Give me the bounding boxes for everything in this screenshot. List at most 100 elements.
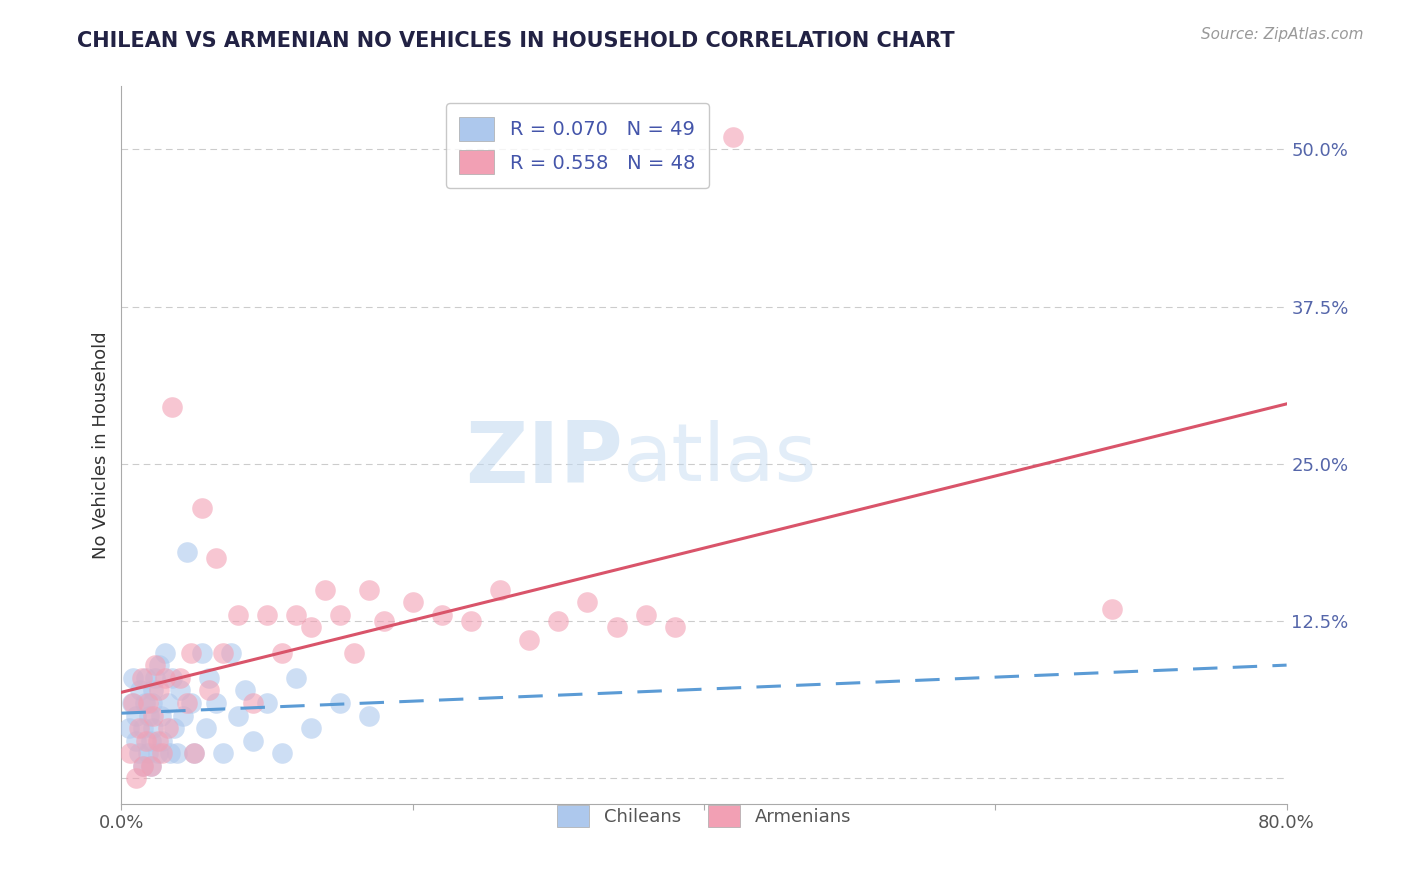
Text: Source: ZipAtlas.com: Source: ZipAtlas.com: [1201, 27, 1364, 42]
Point: [129, 683, 152, 698]
Point: [190, 500, 212, 515]
Point: [190, 646, 212, 660]
Point: [664, 620, 686, 634]
Point: [176, 545, 198, 559]
Point: [183, 747, 205, 761]
Point: [121, 696, 143, 710]
Point: [136, 747, 159, 761]
Point: [205, 551, 228, 566]
Point: [226, 708, 249, 723]
Point: [120, 747, 142, 761]
Point: [157, 721, 180, 735]
Point: [136, 696, 159, 710]
Point: [314, 582, 336, 597]
Point: [125, 772, 148, 786]
Point: [142, 683, 165, 698]
Point: [212, 747, 235, 761]
Point: [157, 696, 180, 710]
Point: [460, 614, 482, 628]
Point: [132, 721, 155, 735]
Point: [517, 633, 540, 648]
Point: [150, 733, 173, 747]
Point: [150, 747, 173, 761]
Point: [162, 671, 184, 685]
Point: [242, 733, 264, 747]
Point: [329, 607, 352, 622]
Point: [205, 696, 228, 710]
Point: [176, 696, 198, 710]
Point: [606, 620, 628, 634]
Point: [180, 646, 202, 660]
Point: [172, 708, 194, 723]
Point: [128, 721, 150, 735]
Point: [721, 129, 744, 144]
Point: [343, 646, 366, 660]
Point: [142, 721, 165, 735]
Point: [153, 646, 176, 660]
Point: [169, 683, 191, 698]
Legend: Chileans, Armenians: Chileans, Armenians: [550, 797, 859, 834]
Point: [285, 671, 308, 685]
Point: [141, 696, 163, 710]
Point: [270, 646, 292, 660]
Point: [139, 759, 162, 773]
Point: [122, 671, 145, 685]
Point: [299, 721, 322, 735]
Point: [299, 620, 322, 634]
Point: [122, 696, 145, 710]
Point: [139, 733, 162, 747]
Point: [547, 614, 569, 628]
Point: [357, 582, 380, 597]
Point: [373, 614, 395, 628]
Point: [143, 658, 166, 673]
Point: [148, 683, 170, 698]
Text: ZIP: ZIP: [465, 417, 623, 500]
Point: [242, 696, 264, 710]
Point: [134, 696, 156, 710]
Point: [143, 671, 166, 685]
Point: [430, 607, 453, 622]
Point: [198, 683, 221, 698]
Point: [139, 759, 162, 773]
Point: [162, 401, 184, 415]
Text: CHILEAN VS ARMENIAN NO VEHICLES IN HOUSEHOLD CORRELATION CHART: CHILEAN VS ARMENIAN NO VEHICLES IN HOUSE…: [77, 31, 955, 51]
Point: [233, 683, 256, 698]
Text: atlas: atlas: [623, 420, 817, 499]
Point: [219, 646, 242, 660]
Point: [1101, 601, 1123, 615]
Point: [159, 747, 181, 761]
Point: [128, 747, 150, 761]
Point: [135, 671, 157, 685]
Point: [146, 733, 169, 747]
Point: [576, 595, 599, 609]
Point: [138, 708, 160, 723]
Point: [489, 582, 512, 597]
Point: [285, 607, 308, 622]
Point: [132, 759, 155, 773]
Point: [256, 607, 278, 622]
Point: [132, 759, 155, 773]
Point: [135, 733, 157, 747]
Point: [153, 671, 176, 685]
Point: [180, 696, 202, 710]
Point: [148, 658, 170, 673]
Point: [634, 607, 657, 622]
Point: [146, 747, 169, 761]
Point: [329, 696, 352, 710]
Point: [118, 721, 141, 735]
Point: [125, 708, 148, 723]
Point: [194, 721, 217, 735]
Point: [131, 671, 153, 685]
Point: [183, 747, 205, 761]
Point: [256, 696, 278, 710]
Point: [125, 733, 148, 747]
Point: [212, 646, 235, 660]
Point: [270, 747, 292, 761]
Point: [198, 671, 221, 685]
Point: [357, 708, 380, 723]
Point: [166, 747, 188, 761]
Point: [163, 721, 186, 735]
Point: [226, 607, 249, 622]
Point: [402, 595, 425, 609]
Point: [142, 708, 165, 723]
